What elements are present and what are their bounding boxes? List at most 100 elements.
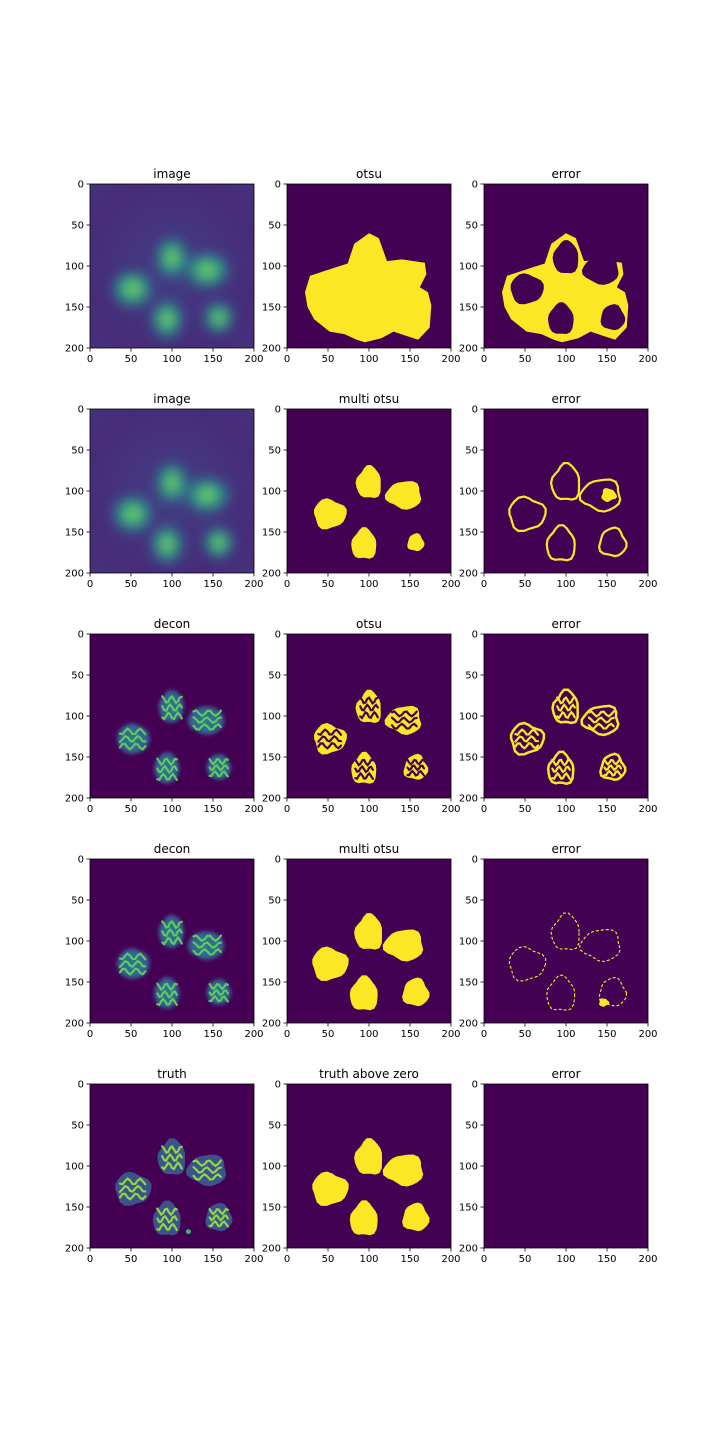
y-tick-label: 150 <box>459 753 478 764</box>
cell-top-gaps <box>359 703 379 712</box>
cell-bottom-texture <box>156 989 178 999</box>
heatmap-background <box>484 1084 648 1248</box>
y-tick-label: 0 <box>78 855 84 866</box>
y-tick-label: 150 <box>459 528 478 539</box>
y-tick-label: 0 <box>275 630 281 641</box>
x-tick-label: 0 <box>481 579 487 590</box>
y-tick-label: 150 <box>262 978 281 989</box>
x-tick-label: 100 <box>162 579 181 590</box>
cell-top-gaps <box>359 710 379 720</box>
y-tick-label: 50 <box>268 1121 281 1132</box>
y-tick-label: 0 <box>472 630 478 641</box>
cell-top-errors <box>556 696 576 705</box>
cell-bottom <box>149 522 185 566</box>
x-tick-label: 200 <box>244 354 263 365</box>
cell-right-edge <box>580 704 620 737</box>
x-tick-label: 100 <box>162 1254 181 1265</box>
cell-left-outline <box>508 945 547 982</box>
cell-top-texture <box>161 702 183 713</box>
y-tick-label: 100 <box>459 487 478 498</box>
x-tick-label: 200 <box>441 1029 460 1040</box>
cell-bottom-gaps <box>354 765 374 774</box>
cell-bottom-right-gaps <box>406 769 426 777</box>
y-tick-label: 200 <box>262 794 281 805</box>
y-tick-label: 50 <box>268 446 281 457</box>
cell-right-texture <box>192 709 223 718</box>
x-tick-label: 100 <box>359 354 378 365</box>
cell-top-texture <box>161 927 183 938</box>
cell-left-errors <box>514 741 540 750</box>
x-tick-label: 50 <box>322 1029 335 1040</box>
x-tick-label: 0 <box>284 579 290 590</box>
cell-bottom-texture <box>156 1214 178 1224</box>
panel-title: multi otsu <box>339 842 399 856</box>
x-tick-label: 150 <box>597 579 616 590</box>
cell-bottom-outline <box>545 524 576 562</box>
cell-right <box>182 475 232 515</box>
cell-right-hole <box>581 256 619 285</box>
panel-title: multi otsu <box>339 392 399 406</box>
x-tick-label: 50 <box>519 354 532 365</box>
y-tick-label: 200 <box>459 794 478 805</box>
cell-top-texture <box>161 1152 183 1163</box>
y-tick-label: 0 <box>275 855 281 866</box>
cell-left-texture <box>118 734 147 744</box>
x-tick-label: 150 <box>203 804 222 815</box>
heatmap-image <box>484 184 648 348</box>
y-tick-label: 100 <box>262 487 281 498</box>
cell-right-gaps <box>390 710 418 718</box>
y-tick-label: 50 <box>465 671 478 682</box>
y-tick-label: 50 <box>268 896 281 907</box>
x-tick-label: 100 <box>359 1029 378 1040</box>
cell-top-outline <box>550 912 580 951</box>
heatmap-background <box>484 859 648 1023</box>
y-tick-label: 100 <box>65 1162 84 1173</box>
y-tick-label: 200 <box>459 1244 478 1255</box>
cell-right-texture <box>192 947 223 956</box>
x-tick-label: 200 <box>441 354 460 365</box>
heatmap-image <box>90 409 254 573</box>
y-tick-label: 100 <box>459 937 478 948</box>
heatmap-background <box>484 409 648 573</box>
y-tick-label: 0 <box>472 1080 478 1091</box>
y-tick-label: 150 <box>459 1203 478 1214</box>
y-tick-label: 150 <box>65 528 84 539</box>
x-tick-label: 100 <box>556 1254 575 1265</box>
cell-left-texture <box>118 742 147 751</box>
x-tick-label: 50 <box>519 1254 532 1265</box>
cell-left-texture <box>118 959 147 969</box>
panel-title: decon <box>154 617 191 631</box>
cell-top-edge <box>551 688 579 725</box>
error-patch <box>601 488 617 503</box>
x-tick-label: 150 <box>597 804 616 815</box>
x-tick-label: 50 <box>322 579 335 590</box>
heatmap-image <box>287 634 451 798</box>
cell-right-mask <box>382 1154 424 1187</box>
y-tick-label: 200 <box>65 1019 84 1030</box>
x-tick-label: 150 <box>400 804 419 815</box>
panel-title: truth <box>157 1067 187 1081</box>
cell-bottom-right-hole <box>600 304 626 331</box>
y-tick-label: 150 <box>65 753 84 764</box>
cell-bottom-right-outline <box>597 526 628 558</box>
cell-left <box>110 493 156 535</box>
x-tick-label: 0 <box>481 354 487 365</box>
heatmap-image <box>484 409 648 573</box>
cell-right-texture <box>192 941 223 950</box>
y-tick-label: 150 <box>262 1203 281 1214</box>
cell-left-gaps <box>317 728 343 736</box>
x-tick-label: 200 <box>244 804 263 815</box>
x-tick-label: 50 <box>519 579 532 590</box>
cell-bottom-edge <box>546 750 575 786</box>
cell-right-texture <box>192 722 223 731</box>
cell-top-mask <box>355 465 381 498</box>
x-tick-label: 50 <box>519 1029 532 1040</box>
y-tick-label: 50 <box>465 221 478 232</box>
y-tick-label: 50 <box>268 671 281 682</box>
